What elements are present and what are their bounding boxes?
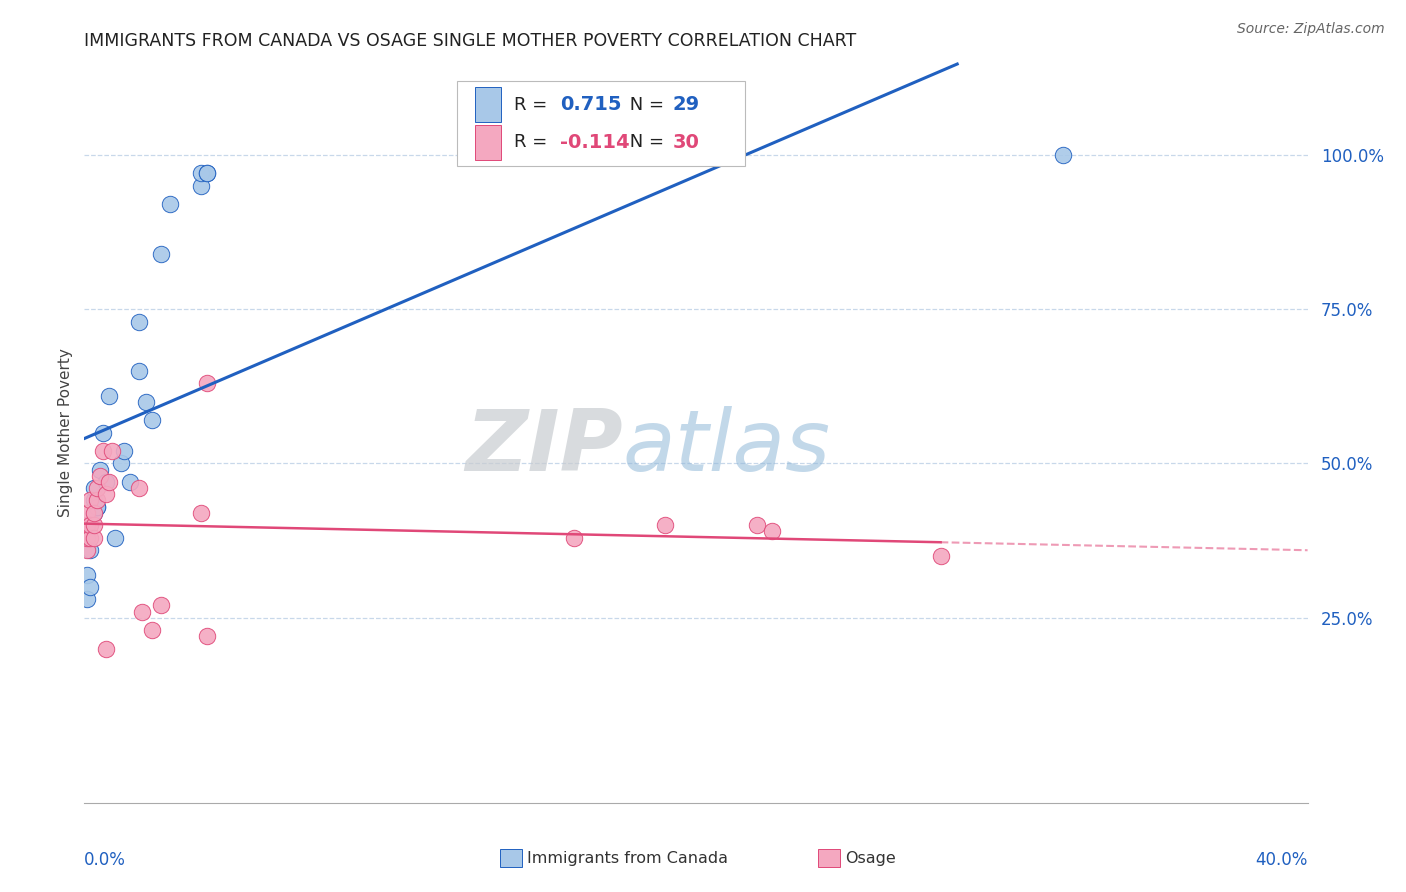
- Point: [190, 166, 212, 180]
- Point: [79, 531, 101, 545]
- Point: [83, 531, 105, 545]
- Text: 0.0%: 0.0%: [84, 851, 127, 869]
- Point: [94, 641, 117, 656]
- Point: [112, 444, 135, 458]
- Point: [120, 475, 142, 489]
- Point: [562, 531, 585, 545]
- Point: [86, 481, 108, 495]
- Point: [91, 444, 114, 458]
- Text: 40.0%: 40.0%: [1256, 851, 1308, 869]
- Point: [747, 518, 769, 533]
- Point: [97, 389, 120, 403]
- Point: [97, 475, 120, 489]
- Point: [79, 493, 101, 508]
- Point: [761, 524, 783, 539]
- Point: [89, 468, 111, 483]
- Point: [76, 567, 98, 582]
- Point: [86, 500, 108, 514]
- Point: [128, 481, 150, 495]
- Point: [141, 623, 163, 637]
- FancyBboxPatch shape: [501, 848, 522, 867]
- Point: [195, 166, 218, 180]
- Point: [149, 599, 172, 613]
- Point: [76, 506, 98, 520]
- Point: [128, 314, 150, 328]
- Text: IMMIGRANTS FROM CANADA VS OSAGE SINGLE MOTHER POVERTY CORRELATION CHART: IMMIGRANTS FROM CANADA VS OSAGE SINGLE M…: [84, 32, 856, 50]
- Point: [131, 605, 153, 619]
- Point: [76, 592, 98, 607]
- Text: Osage: Osage: [845, 851, 896, 866]
- Point: [654, 518, 676, 533]
- Point: [190, 178, 212, 193]
- Point: [141, 413, 163, 427]
- Text: atlas: atlas: [623, 406, 831, 489]
- Point: [195, 629, 218, 643]
- Point: [94, 487, 117, 501]
- Text: 29: 29: [672, 95, 700, 114]
- Text: N =: N =: [624, 134, 669, 152]
- Text: N =: N =: [624, 95, 669, 113]
- FancyBboxPatch shape: [818, 848, 841, 867]
- Point: [83, 506, 105, 520]
- Point: [685, 148, 707, 162]
- Text: Immigrants from Canada: Immigrants from Canada: [527, 851, 728, 866]
- Point: [195, 376, 218, 391]
- Point: [79, 518, 101, 533]
- Point: [101, 444, 124, 458]
- Point: [929, 549, 952, 563]
- Point: [76, 531, 98, 545]
- Point: [195, 166, 218, 180]
- Text: 0.715: 0.715: [560, 95, 621, 114]
- Point: [128, 364, 150, 378]
- Point: [76, 518, 98, 533]
- FancyBboxPatch shape: [475, 125, 502, 161]
- Point: [76, 542, 98, 557]
- Point: [91, 425, 114, 440]
- Point: [79, 542, 101, 557]
- Point: [135, 394, 157, 409]
- Point: [79, 580, 101, 594]
- Point: [104, 531, 127, 545]
- Point: [83, 481, 105, 495]
- Text: ZIP: ZIP: [465, 406, 623, 489]
- Point: [83, 493, 105, 508]
- Point: [110, 457, 132, 471]
- Point: [1052, 148, 1074, 162]
- Y-axis label: Single Mother Poverty: Single Mother Poverty: [58, 348, 73, 517]
- Point: [89, 462, 111, 476]
- FancyBboxPatch shape: [475, 87, 502, 122]
- Point: [94, 475, 117, 489]
- Text: Source: ZipAtlas.com: Source: ZipAtlas.com: [1237, 22, 1385, 37]
- Text: -0.114: -0.114: [560, 133, 630, 152]
- Point: [86, 493, 108, 508]
- FancyBboxPatch shape: [457, 81, 745, 166]
- Point: [190, 506, 212, 520]
- Point: [86, 500, 108, 514]
- Point: [159, 197, 181, 211]
- Point: [149, 246, 172, 260]
- Point: [83, 506, 105, 520]
- Point: [83, 518, 105, 533]
- Text: R =: R =: [513, 95, 553, 113]
- Text: R =: R =: [513, 134, 553, 152]
- Text: 30: 30: [672, 133, 700, 152]
